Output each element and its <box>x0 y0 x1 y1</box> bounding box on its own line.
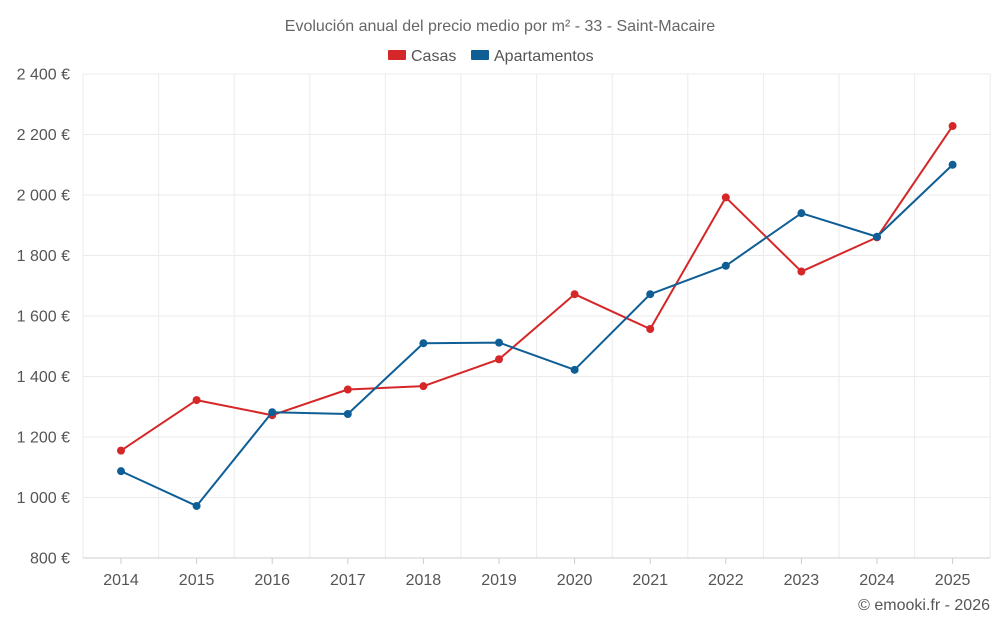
data-point-casas[interactable] <box>419 382 428 391</box>
legend-swatch-casas <box>388 50 406 60</box>
x-tick-label: 2023 <box>784 572 820 589</box>
chart-title: Evolución anual del precio medio por m² … <box>285 18 716 35</box>
credit-text: © emooki.fr - 2026 <box>858 597 990 614</box>
data-point-casas[interactable] <box>192 396 201 405</box>
y-tick-label: 1 800 € <box>17 248 70 265</box>
data-point-apartamentos[interactable] <box>343 410 352 419</box>
x-tick-label: 2018 <box>406 572 442 589</box>
y-tick-label: 1 600 € <box>17 309 70 326</box>
x-tick-label: 2022 <box>708 572 744 589</box>
data-point-casas[interactable] <box>797 267 806 276</box>
legend-label-casas: Casas <box>411 48 456 65</box>
y-tick-label: 2 400 € <box>17 67 70 84</box>
data-point-apartamentos[interactable] <box>268 408 277 417</box>
data-point-casas[interactable] <box>721 193 730 202</box>
y-tick-label: 2 200 € <box>17 127 70 144</box>
data-point-casas[interactable] <box>570 290 579 299</box>
x-tick-label: 2016 <box>254 572 290 589</box>
y-tick-label: 800 € <box>30 551 70 568</box>
x-tick-label: 2020 <box>557 572 593 589</box>
data-point-apartamentos[interactable] <box>873 232 881 241</box>
series-layer <box>117 122 957 510</box>
data-point-casas[interactable] <box>495 355 503 364</box>
x-tick-label: 2015 <box>179 572 215 589</box>
legend: Casas Apartamentos <box>388 48 594 65</box>
axis-layer: 800 € 1 000 € 1 200 € 1 400 € 1 600 € 1 800 €… <box>17 67 990 589</box>
grid-layer <box>82 73 991 558</box>
x-tick-label: 2019 <box>481 572 517 589</box>
data-point-apartamentos[interactable] <box>797 209 806 218</box>
data-point-casas[interactable] <box>343 385 352 394</box>
data-point-apartamentos[interactable] <box>646 290 655 299</box>
legend-swatch-apartamentos <box>471 50 489 60</box>
x-tick-label: 2014 <box>103 572 139 589</box>
x-tick-label: 2025 <box>935 572 971 589</box>
x-tick-label: 2024 <box>859 572 895 589</box>
x-tick-label: 2021 <box>632 572 668 589</box>
y-tick-label: 1 000 € <box>17 490 70 507</box>
data-point-casas[interactable] <box>117 446 125 455</box>
y-tick-label: 2 000 € <box>17 188 70 205</box>
data-point-apartamentos[interactable] <box>721 261 730 270</box>
data-point-apartamentos[interactable] <box>948 160 957 169</box>
data-point-casas[interactable] <box>646 325 655 334</box>
series-line-apartamentos <box>120 164 954 507</box>
y-tick-label: 1 400 € <box>17 369 70 386</box>
legend-label-apartamentos: Apartamentos <box>494 48 594 65</box>
data-point-apartamentos[interactable] <box>117 467 125 476</box>
data-point-apartamentos[interactable] <box>570 365 579 374</box>
data-point-casas[interactable] <box>948 122 957 131</box>
x-tick-label: 2017 <box>330 572 366 589</box>
legend-item-casas[interactable]: Casas <box>388 48 456 65</box>
data-point-apartamentos[interactable] <box>495 338 503 347</box>
series-apartamentos <box>117 160 957 510</box>
data-point-apartamentos[interactable] <box>192 501 201 510</box>
data-point-apartamentos[interactable] <box>419 339 428 348</box>
legend-item-apartamentos[interactable]: Apartamentos <box>471 48 594 65</box>
y-tick-label: 1 200 € <box>17 430 70 447</box>
series-line-casas <box>120 125 954 452</box>
